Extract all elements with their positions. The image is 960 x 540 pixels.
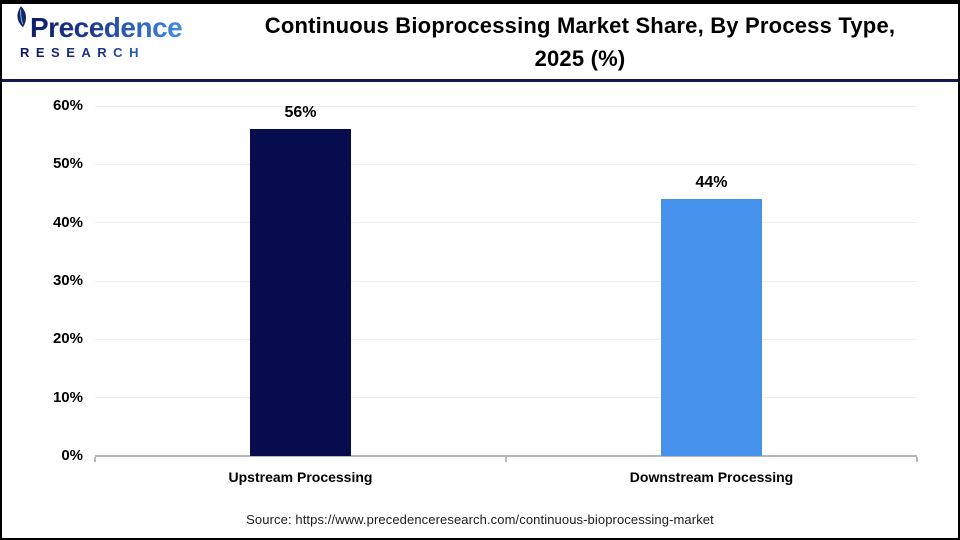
- y-axis-label: 40%: [52, 213, 83, 231]
- bar-value-label: 44%: [695, 174, 728, 192]
- gridline: [95, 222, 917, 224]
- header-divider: [0, 79, 960, 82]
- x-axis-label: Downstream Processing: [629, 469, 794, 485]
- x-axis-line: [95, 455, 917, 457]
- gridline: [95, 397, 917, 399]
- precedence-research-logo: Precedence RESEARCH: [16, 6, 183, 60]
- axis-tick: [94, 457, 96, 462]
- axis-tick: [505, 457, 507, 462]
- gridline: [95, 280, 917, 282]
- gridline: [95, 163, 917, 165]
- y-axis-label: 30%: [52, 272, 83, 289]
- source-text: Source: https://www.precedenceresearch.c…: [246, 512, 714, 527]
- logo-brand-text: Precedence: [16, 12, 183, 44]
- chart-title: Continuous Bioprocessing Market Share, B…: [200, 9, 960, 75]
- bar: [250, 129, 351, 456]
- chart-title-line2: 2025 (%): [534, 46, 626, 71]
- bar: [661, 199, 762, 456]
- y-axis-label: 20%: [52, 330, 83, 348]
- x-axis-label: Upstream Processing: [228, 469, 373, 485]
- y-axis-label: 50%: [52, 155, 83, 173]
- axis-tick: [916, 457, 918, 462]
- y-axis-label: 10%: [52, 388, 83, 406]
- y-axis-label: 0%: [61, 447, 83, 464]
- gridline: [95, 338, 917, 340]
- y-axis-label: 60%: [52, 97, 83, 114]
- chart-title-line1: Continuous Bioprocessing Market Share, B…: [264, 13, 896, 38]
- gridline: [95, 105, 917, 107]
- bar-value-label: 56%: [284, 104, 317, 122]
- logo-subtext: RESEARCH: [16, 45, 182, 60]
- leaf-icon: [17, 6, 26, 28]
